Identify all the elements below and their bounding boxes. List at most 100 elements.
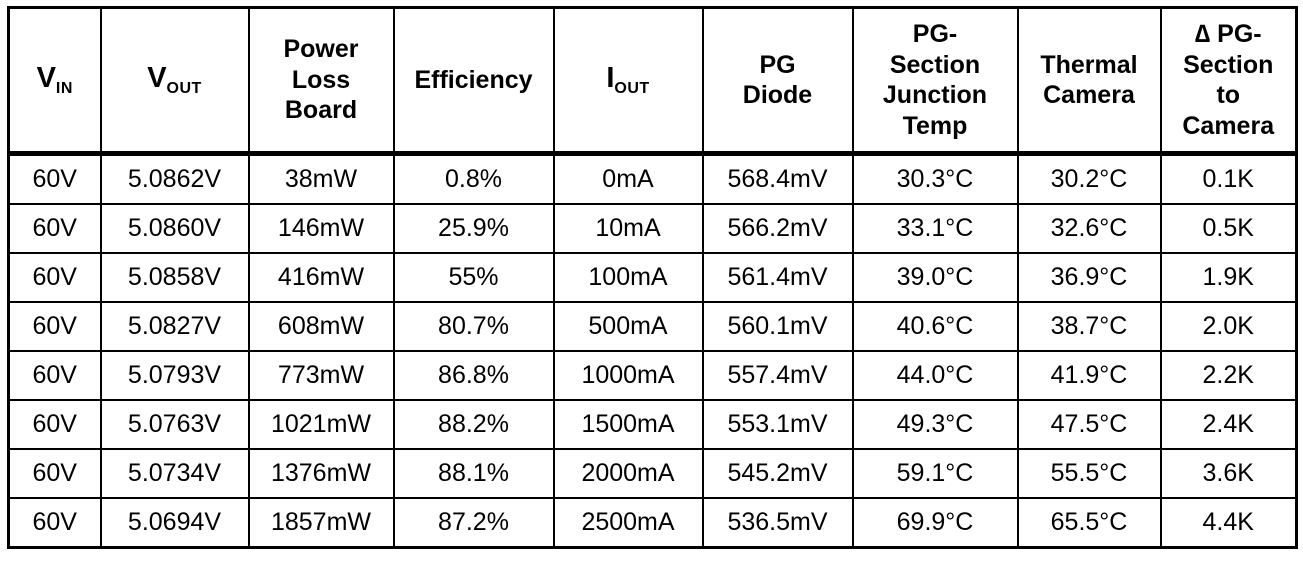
- header-label: Thermal Camera: [1040, 50, 1138, 110]
- table-header: VIN VOUT Power Loss Board Efficiency IOU…: [7, 6, 1298, 156]
- measurement-table: VIN VOUT Power Loss Board Efficiency IOU…: [7, 6, 1298, 549]
- cell-pg-section-junction-temp: 44.0°C: [851, 350, 1019, 401]
- cell-power-loss-board: 773mW: [247, 350, 395, 401]
- cell-iout: 2000mA: [552, 448, 704, 499]
- cell-power-loss-board: 1857mW: [247, 497, 395, 549]
- cell-delta-pg-section-to-camera: 4.4K: [1159, 497, 1298, 549]
- cell-delta-pg-section-to-camera: 1.9K: [1159, 252, 1298, 303]
- cell-vin: 60V: [7, 497, 102, 549]
- cell-vout: 5.0763V: [99, 399, 250, 450]
- cell-vin: 60V: [7, 203, 102, 254]
- header-label: ∆ PG- Section to Camera: [1182, 20, 1275, 140]
- cell-delta-pg-section-to-camera: 0.5K: [1159, 203, 1298, 254]
- table-body: 60V 5.0862V 38mW 0.8% 0mA 568.4mV 30.3°C 30.2°C…: [7, 152, 1298, 549]
- cell-power-loss-board: 608mW: [247, 301, 395, 352]
- cell-delta-pg-section-to-camera: 2.0K: [1159, 301, 1298, 352]
- table-row: 60V 5.0694V 1857mW 87.2% 2500mA 536.5mV 69.9°C…: [7, 497, 1298, 549]
- cell-iout: 1500mA: [552, 399, 704, 450]
- header-subscript: IN: [55, 80, 73, 98]
- cell-efficiency: 88.1%: [392, 448, 555, 499]
- cell-efficiency: 80.7%: [392, 301, 555, 352]
- cell-vin: 60V: [7, 350, 102, 401]
- table-row: 60V 5.0763V 1021mW 88.2% 1500mA 553.1mV 49.3°C…: [7, 399, 1298, 450]
- cell-power-loss-board: 1376mW: [247, 448, 395, 499]
- cell-efficiency: 0.8%: [392, 152, 555, 205]
- cell-pg-section-junction-temp: 40.6°C: [851, 301, 1019, 352]
- cell-thermal-camera: 38.7°C: [1016, 301, 1162, 352]
- cell-vout: 5.0694V: [99, 497, 250, 549]
- cell-thermal-camera: 55.5°C: [1016, 448, 1162, 499]
- cell-iout: 10mA: [552, 203, 704, 254]
- cell-efficiency: 88.2%: [392, 399, 555, 450]
- column-header-vout: VOUT: [99, 6, 250, 156]
- header-label: V: [147, 62, 167, 95]
- column-header-efficiency: Efficiency: [392, 6, 555, 156]
- table-row: 60V 5.0793V 773mW 86.8% 1000mA 557.4mV 44.0°C 4…: [7, 350, 1298, 401]
- cell-delta-pg-section-to-camera: 2.2K: [1159, 350, 1298, 401]
- header-subscript: OUT: [166, 80, 202, 98]
- cell-pg-section-junction-temp: 59.1°C: [851, 448, 1019, 499]
- cell-efficiency: 25.9%: [392, 203, 555, 254]
- cell-delta-pg-section-to-camera: 3.6K: [1159, 448, 1298, 499]
- cell-power-loss-board: 416mW: [247, 252, 395, 303]
- cell-thermal-camera: 41.9°C: [1016, 350, 1162, 401]
- cell-thermal-camera: 36.9°C: [1016, 252, 1162, 303]
- column-header-pg-diode: PG Diode: [701, 6, 854, 156]
- cell-pg-diode: 560.1mV: [701, 301, 854, 352]
- cell-thermal-camera: 30.2°C: [1016, 152, 1162, 205]
- column-header-vin: VIN: [7, 6, 102, 156]
- cell-vout: 5.0734V: [99, 448, 250, 499]
- cell-pg-diode: 553.1mV: [701, 399, 854, 450]
- cell-delta-pg-section-to-camera: 2.4K: [1159, 399, 1298, 450]
- cell-vin: 60V: [7, 399, 102, 450]
- cell-pg-diode: 545.2mV: [701, 448, 854, 499]
- column-header-pg-section-junction-temp: PG- Section Junction Temp: [851, 6, 1019, 156]
- cell-efficiency: 87.2%: [392, 497, 555, 549]
- header-label: PG- Section Junction Temp: [882, 20, 988, 140]
- column-header-power-loss-board: Power Loss Board: [247, 6, 395, 156]
- cell-iout: 2500mA: [552, 497, 704, 549]
- cell-pg-section-junction-temp: 33.1°C: [851, 203, 1019, 254]
- cell-efficiency: 55%: [392, 252, 555, 303]
- header-label: PG Diode: [742, 50, 813, 110]
- table-row: 60V 5.0734V 1376mW 88.1% 2000mA 545.2mV 59.1°C…: [7, 448, 1298, 499]
- header-label: Power Loss Board: [283, 35, 359, 125]
- cell-iout: 0mA: [552, 152, 704, 205]
- cell-pg-diode: 566.2mV: [701, 203, 854, 254]
- cell-vout: 5.0793V: [99, 350, 250, 401]
- cell-pg-section-junction-temp: 69.9°C: [851, 497, 1019, 549]
- header-label: Efficiency: [414, 65, 533, 94]
- cell-power-loss-board: 1021mW: [247, 399, 395, 450]
- table-row: 60V 5.0862V 38mW 0.8% 0mA 568.4mV 30.3°C 30.2°C…: [7, 152, 1298, 205]
- column-header-thermal-camera: Thermal Camera: [1016, 6, 1162, 156]
- cell-thermal-camera: 32.6°C: [1016, 203, 1162, 254]
- table-row: 60V 5.0860V 146mW 25.9% 10mA 566.2mV 33.1°C 32.…: [7, 203, 1298, 254]
- cell-iout: 500mA: [552, 301, 704, 352]
- cell-vout: 5.0858V: [99, 252, 250, 303]
- cell-vin: 60V: [7, 152, 102, 205]
- cell-pg-diode: 561.4mV: [701, 252, 854, 303]
- cell-efficiency: 86.8%: [392, 350, 555, 401]
- cell-pg-section-junction-temp: 39.0°C: [851, 252, 1019, 303]
- cell-power-loss-board: 146mW: [247, 203, 395, 254]
- header-label: V: [36, 62, 56, 95]
- cell-power-loss-board: 38mW: [247, 152, 395, 205]
- cell-pg-diode: 536.5mV: [701, 497, 854, 549]
- column-header-delta-pg-section-to-camera: ∆ PG- Section to Camera: [1159, 6, 1298, 156]
- cell-vout: 5.0827V: [99, 301, 250, 352]
- cell-pg-diode: 568.4mV: [701, 152, 854, 205]
- cell-vin: 60V: [7, 252, 102, 303]
- cell-thermal-camera: 65.5°C: [1016, 497, 1162, 549]
- cell-delta-pg-section-to-camera: 0.1K: [1159, 152, 1298, 205]
- cell-pg-section-junction-temp: 49.3°C: [851, 399, 1019, 450]
- header-row: VIN VOUT Power Loss Board Efficiency IOU…: [7, 6, 1298, 156]
- cell-vout: 5.0860V: [99, 203, 250, 254]
- cell-iout: 100mA: [552, 252, 704, 303]
- cell-vout: 5.0862V: [99, 152, 250, 205]
- cell-iout: 1000mA: [552, 350, 704, 401]
- table-row: 60V 5.0858V 416mW 55% 100mA 561.4mV 39.0°C 36.9…: [7, 252, 1298, 303]
- cell-vin: 60V: [7, 448, 102, 499]
- cell-pg-section-junction-temp: 30.3°C: [851, 152, 1019, 205]
- header-subscript: OUT: [614, 80, 650, 98]
